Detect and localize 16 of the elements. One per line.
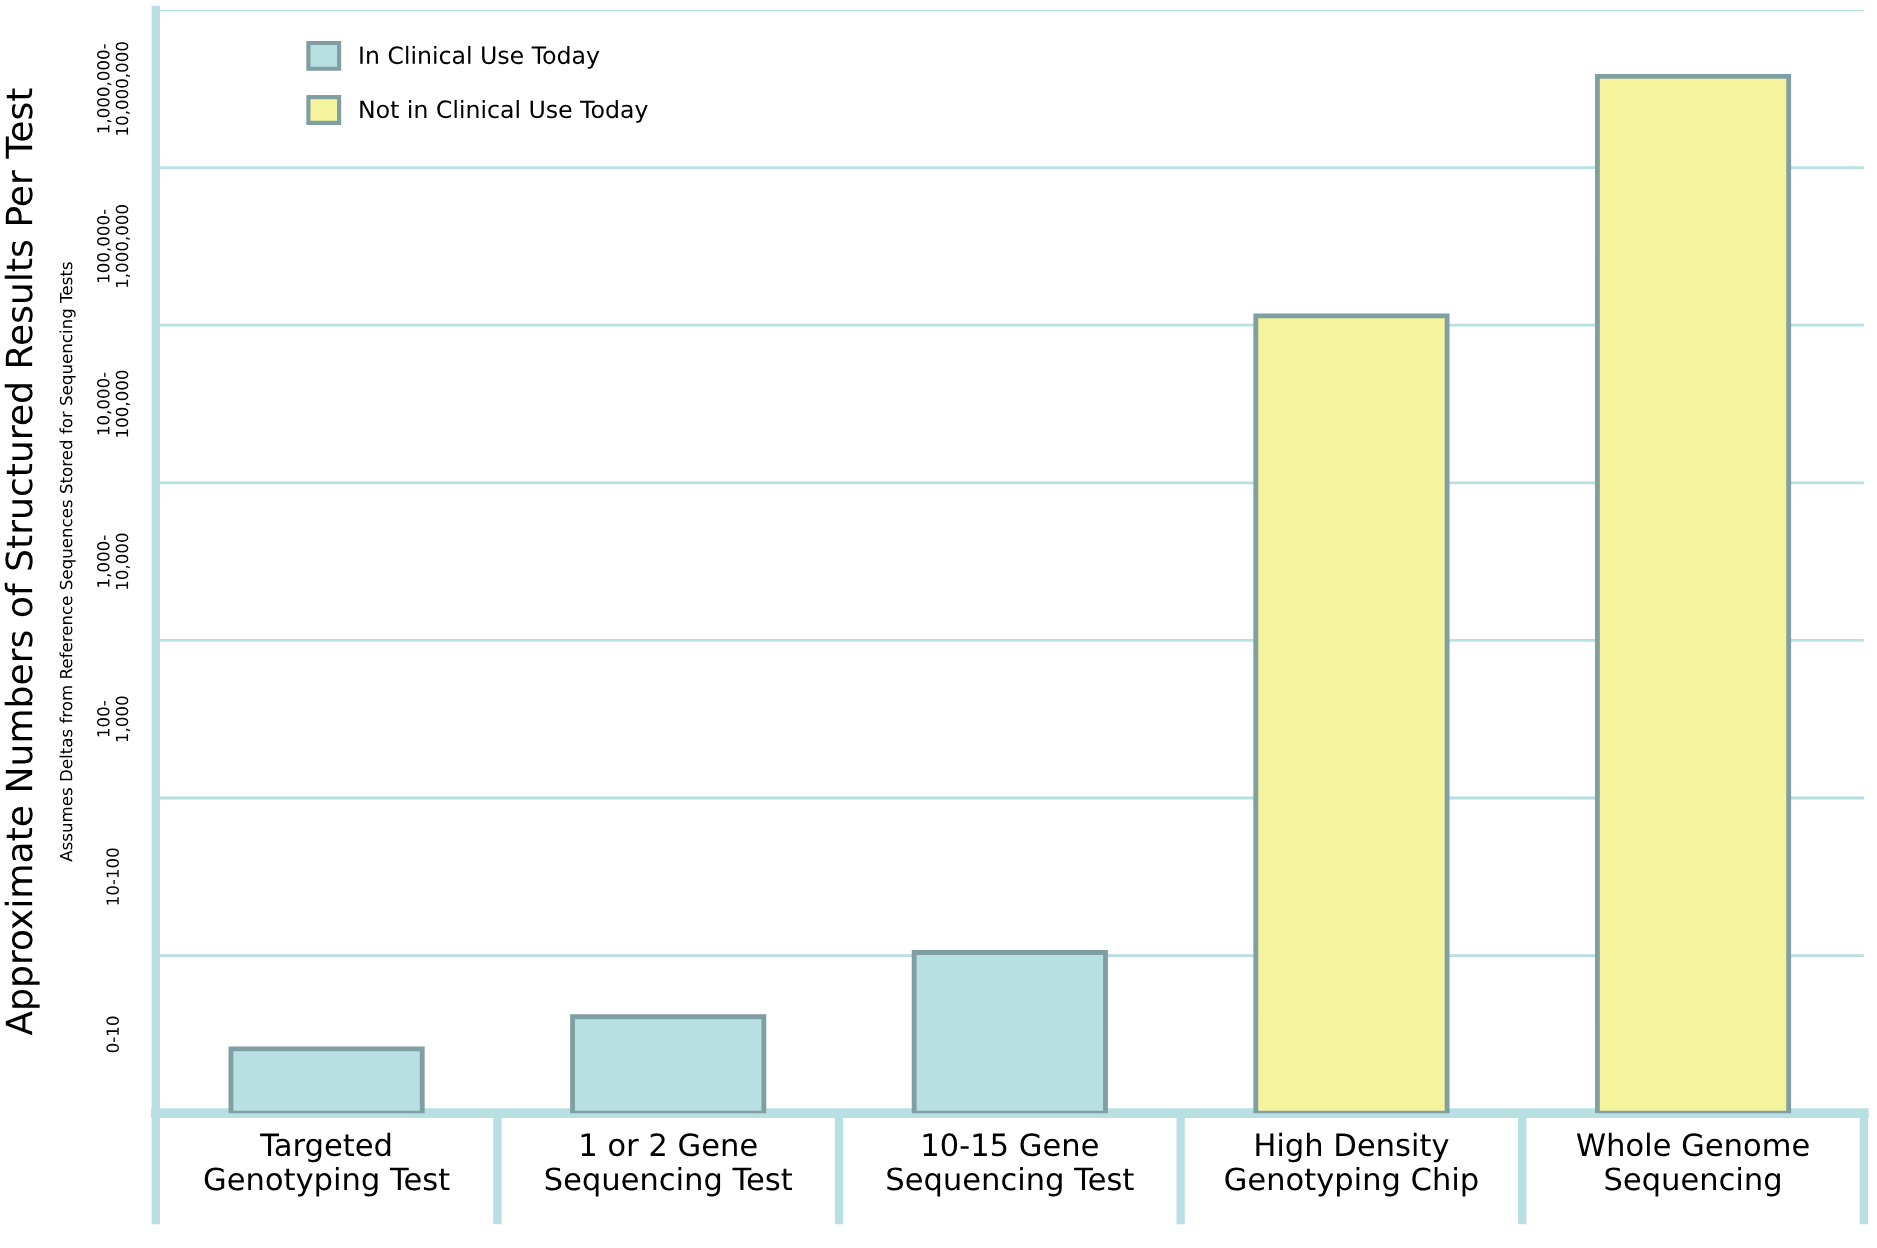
x-tick-label: Whole Genome Sequencing (1576, 1132, 1809, 1197)
text: 100- 1,000 (97, 696, 130, 742)
text: 10-100 (106, 848, 119, 905)
text: 10,000- 100,000 (97, 370, 130, 437)
x-tick-label: High Density Genotyping Chip (1225, 1132, 1478, 1197)
text: 0-10 (106, 1016, 119, 1053)
y-axis-title: Approximate Numbers of Structured Results Per Test (4, 88, 40, 1036)
text: 100,000- 1,000,000 (97, 205, 130, 287)
x-tick-label: 10-15 Gene Sequencing Test (887, 1133, 1134, 1197)
text: 1,000- 10,000 (97, 533, 130, 589)
text: 1,000,000- 10,000,000 (97, 42, 130, 135)
text: Assumes Deltas from Reference Sequences Stored for Sequencing Tests (59, 262, 76, 862)
x-tick-label: Targeted Genotyping Test (204, 1132, 450, 1197)
legend-label: In Clinical Use Today (360, 45, 600, 69)
x-tick-label: 1 or 2 Gene Sequencing Test (545, 1133, 792, 1197)
legend-label: Not in Clinical Use Today (360, 99, 648, 123)
